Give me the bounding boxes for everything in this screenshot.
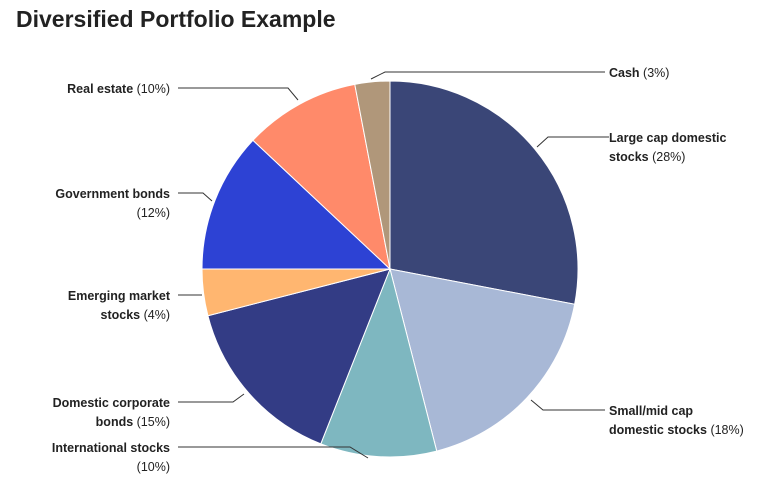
leader-line	[536, 136, 609, 148]
pie-slices	[201, 80, 579, 458]
chart-title: Diversified Portfolio Example	[16, 6, 336, 32]
slice-label: Large cap domestic stocks (28%)	[609, 131, 726, 164]
pie-slice-small-mid-cap-domestic-stocks	[389, 268, 576, 452]
leader-line	[178, 192, 213, 202]
pie-slice-large-cap-domestic-stocks	[389, 80, 579, 305]
leader-lines	[178, 71, 609, 459]
slice-label: Government bonds (12%)	[55, 187, 170, 220]
leader-line	[178, 393, 245, 403]
pie-slice-domestic-corporate-bonds	[207, 268, 391, 445]
slice-label: Cash (3%)	[609, 66, 669, 80]
pie-slice-cash	[354, 80, 391, 270]
slice-label: Domestic corporate bonds (15%)	[53, 396, 170, 429]
leader-line	[530, 399, 605, 411]
pie-slice-real-estate	[252, 83, 391, 271]
leader-line	[178, 446, 369, 459]
slice-label: Emerging market stocks (4%)	[68, 289, 171, 322]
slice-label: Small/mid cap domestic stocks (18%)	[609, 404, 744, 437]
slice-label: Real estate (10%)	[67, 82, 170, 96]
leader-line	[370, 71, 605, 80]
slice-labels: Large cap domestic stocks (28%) Small/mid …	[52, 66, 744, 474]
pie-slice-international-stocks	[320, 267, 438, 458]
leader-line	[178, 87, 299, 101]
slice-label: International stocks (10%)	[52, 441, 170, 474]
pie-slice-government-bonds	[201, 139, 392, 270]
